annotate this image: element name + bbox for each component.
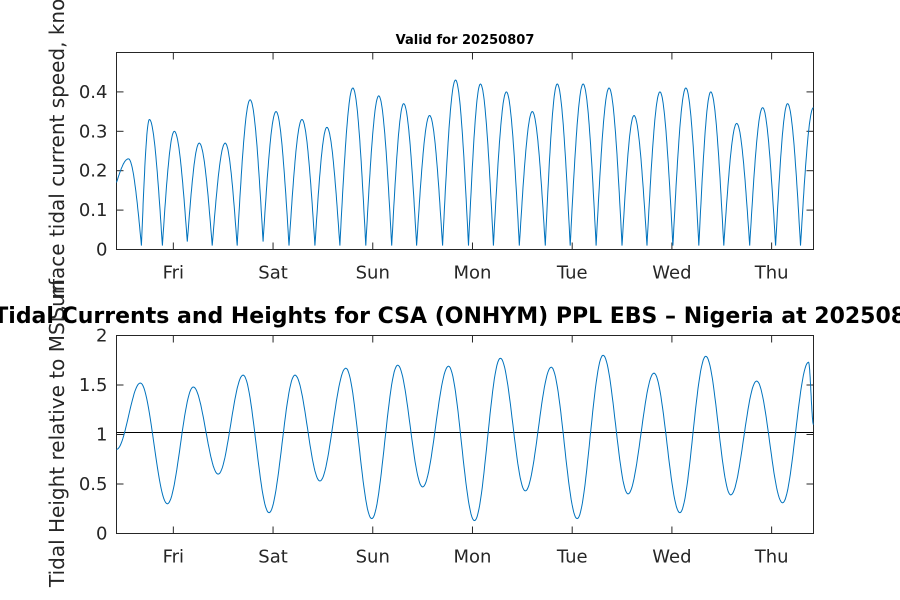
current-speed-axes-box bbox=[116, 52, 814, 250]
xtick-label: Thu bbox=[754, 547, 789, 568]
tidal-height-ticks: 0 0.5 1 1.5 2 Fri Sat Sun Mon Tue Wed Thu bbox=[79, 326, 814, 568]
current-speed-panel: 0 0.1 0.2 0.3 0.4 Fri Sat Sun Mon Tue Wed Thu Valid… bbox=[45, 0, 814, 320]
current-speed-ticks: 0 0.1 0.2 0.3 0.4 Fri Sat Sun Mon Tue Wed Thu bbox=[79, 52, 814, 284]
ytick-label: 0.1 bbox=[79, 200, 108, 221]
xtick-label: Wed bbox=[652, 263, 691, 284]
tidal-height-curve bbox=[116, 354, 814, 522]
xtick-label: Fri bbox=[163, 547, 184, 568]
xtick-label: Sun bbox=[356, 547, 390, 568]
xtick-label: Thu bbox=[754, 263, 789, 284]
ytick-label: 2 bbox=[96, 326, 107, 347]
figure-title: Tidal Currents and Heights for CSA (ONHY… bbox=[0, 304, 900, 329]
xtick-label: Tue bbox=[556, 263, 588, 284]
tidal-height-axes-box bbox=[116, 335, 814, 534]
xtick-label: Wed bbox=[652, 547, 691, 568]
ytick-label: 0.5 bbox=[79, 474, 108, 495]
xtick-label: Fri bbox=[163, 263, 184, 284]
ytick-label: 0.3 bbox=[79, 121, 108, 142]
xtick-label: Mon bbox=[454, 547, 492, 568]
current-speed-title: Valid for 20250807 bbox=[396, 33, 535, 48]
ytick-label: 0 bbox=[96, 240, 107, 261]
ytick-label: 1 bbox=[96, 425, 107, 446]
xtick-label: Sat bbox=[258, 547, 288, 568]
ytick-label: 0.2 bbox=[79, 161, 108, 182]
tidal-height-ylabel: Tidal Height relative to MSL, m bbox=[45, 279, 69, 588]
xtick-label: Sun bbox=[356, 263, 390, 284]
ytick-label: 1.5 bbox=[79, 375, 108, 396]
xtick-label: Tue bbox=[556, 547, 588, 568]
tidal-height-panel: 0 0.5 1 1.5 2 Fri Sat Sun Mon Tue Wed Thu Tidal Hei… bbox=[45, 279, 814, 588]
xtick-label: Sat bbox=[258, 263, 288, 284]
ytick-label: 0.4 bbox=[79, 82, 108, 103]
xtick-label: Mon bbox=[454, 263, 492, 284]
current-speed-ylabel: Surface tidal current speed, knots bbox=[45, 0, 69, 320]
ytick-label: 0 bbox=[96, 524, 107, 545]
current-speed-curve bbox=[116, 79, 814, 246]
